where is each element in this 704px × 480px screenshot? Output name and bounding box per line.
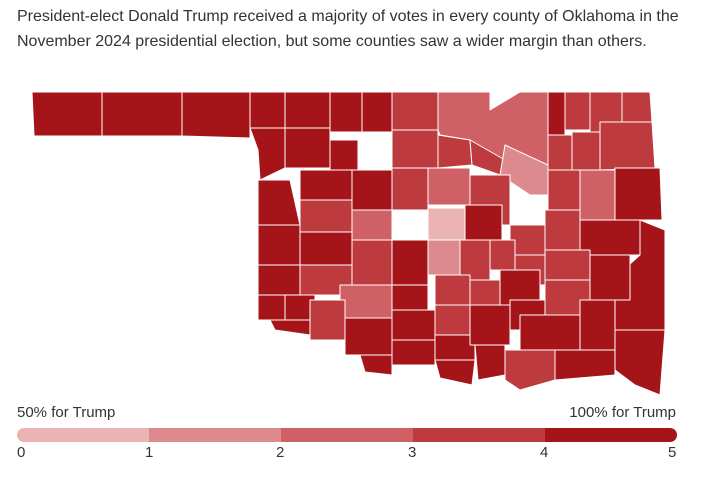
county-washita (299, 231, 353, 266)
county-latimer (589, 254, 631, 301)
county-jefferson (359, 354, 393, 376)
legend-swatch-5 (545, 428, 677, 442)
legend-swatch-4 (413, 428, 545, 442)
county-delaware (599, 121, 656, 171)
county-lincoln (464, 204, 503, 241)
county-beckham (257, 264, 301, 296)
county-grady (391, 239, 429, 286)
county-atoka (519, 314, 581, 351)
legend-color-scale (17, 428, 677, 442)
county-caddo (351, 239, 393, 286)
county-jackson (269, 319, 311, 336)
county-oklahoma (427, 207, 466, 241)
county-mayes (571, 131, 601, 171)
county-pushmataha (579, 299, 616, 351)
legend-tick-2: 2 (276, 444, 285, 461)
legend-tick-4: 4 (540, 444, 549, 461)
county-adair (614, 167, 663, 221)
county-blaine (299, 169, 353, 201)
county-alfalfa (329, 91, 363, 133)
legend-tick-5: 5 (668, 444, 677, 461)
county-muskogee (544, 209, 581, 251)
legend-swatch-2 (149, 428, 281, 442)
county-garvin (391, 309, 436, 341)
county-love (434, 359, 476, 386)
legend-tick-0: 0 (17, 444, 26, 461)
county-beaver (181, 91, 251, 139)
county-garfield (391, 129, 439, 169)
county-stephens (391, 339, 436, 366)
legend-tick-3: 3 (408, 444, 417, 461)
county-mccurtain (614, 329, 666, 396)
county-cleveland (427, 239, 461, 276)
county-roger-mills (257, 224, 301, 266)
county-pontotoc (434, 274, 471, 306)
county-mcclain (391, 284, 429, 311)
county-okfuskee (489, 239, 516, 271)
county-murray (434, 304, 471, 336)
county-rogers (547, 134, 573, 171)
county-kingfisher (351, 169, 393, 211)
county-wagoner (547, 169, 581, 211)
county-marshall (474, 344, 506, 381)
county-haskell (544, 249, 591, 281)
county-logan (391, 167, 429, 211)
county-ellis (249, 127, 286, 181)
county-comanche (339, 284, 393, 319)
legend-tick-1: 1 (145, 444, 154, 461)
map-caption: President-elect Donald Trump received a … (17, 8, 679, 50)
county-harper (249, 91, 286, 129)
county-cotton (344, 317, 393, 356)
county-major (329, 139, 359, 171)
county-bryan (504, 349, 556, 391)
county-kay (391, 91, 439, 131)
county-tillman (309, 299, 346, 341)
county-choctaw (554, 349, 616, 381)
county-custer (299, 199, 353, 233)
county-pottawatomie (459, 239, 491, 281)
county-payne (427, 167, 471, 206)
county-ottawa (621, 91, 653, 123)
legend-min-label: 50% for Trump (17, 404, 116, 421)
county-cherokee (579, 169, 616, 221)
county-dewey (257, 179, 301, 226)
county-texas (101, 91, 183, 137)
county-johnston (469, 304, 511, 346)
oklahoma-county-map (31, 91, 666, 396)
county-layer (31, 91, 666, 396)
county-tulsa (499, 144, 549, 196)
county-nowata (564, 91, 591, 131)
county-harmon (257, 294, 286, 321)
county-washington (547, 91, 566, 136)
legend-swatch-3 (281, 428, 413, 442)
legend-swatch-1 (17, 428, 149, 442)
county-noble (437, 134, 473, 169)
legend-max-label: 100% for Trump (569, 404, 676, 421)
county-woodward (284, 127, 331, 169)
county-canadian (351, 209, 393, 241)
county-cimarron (31, 91, 103, 137)
county-grant (361, 91, 393, 133)
county-carter (434, 334, 476, 361)
